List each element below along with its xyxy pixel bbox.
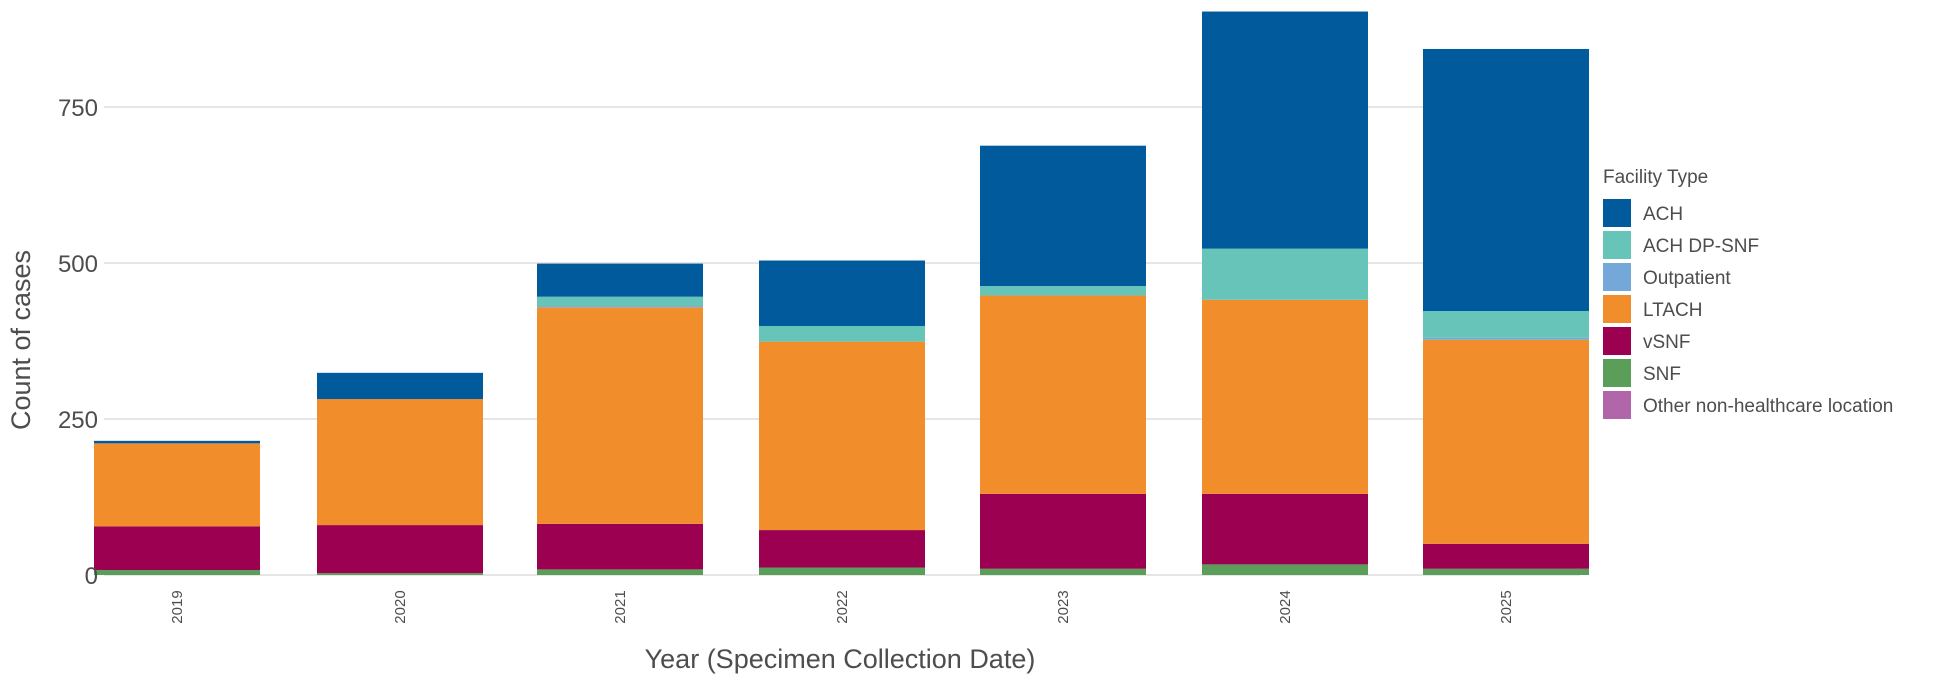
bar-segment-snf-2019 <box>94 570 260 575</box>
bar-segment-vsnf-2024 <box>1202 493 1368 565</box>
legend-label-outpatient: Outpatient <box>1643 268 1731 289</box>
bar-segment-ach-2023 <box>980 145 1146 287</box>
bar-segment-vsnf-2023 <box>980 493 1146 569</box>
bar-segment-ltach-2020 <box>317 399 483 526</box>
bar-segment-snf-2021 <box>537 569 703 575</box>
x-tick-label-2022: 2022 <box>834 590 851 623</box>
y-tick-label: 250 <box>58 407 98 434</box>
x-axis-title: Year (Specimen Collection Date) <box>645 644 1036 674</box>
bar-segment-snf-2024 <box>1202 564 1368 575</box>
x-tick-label-2021: 2021 <box>612 590 629 623</box>
bar-segment-vsnf-2025 <box>1423 543 1589 569</box>
legend-swatch-ach <box>1603 199 1631 227</box>
y-tick-label: 0 <box>85 563 98 590</box>
legend-swatch-outpatient <box>1603 263 1631 291</box>
bar-segment-ach-2020 <box>317 372 483 400</box>
bar-segment-ach-dp-snf-2022 <box>759 326 925 342</box>
legend-label-vsnf: vSNF <box>1643 332 1691 353</box>
y-axis-title: Count of cases <box>6 250 36 430</box>
legend: Facility Type ACH ACH DP-SNF Outpatient LTA… <box>1603 167 1893 419</box>
legend-swatch-vsnf <box>1603 327 1631 355</box>
bar-segment-vsnf-2021 <box>537 523 703 570</box>
bar-segment-ach-2021 <box>537 263 703 297</box>
x-tick-label-2023: 2023 <box>1055 590 1072 623</box>
x-tick-label-2024: 2024 <box>1277 590 1294 623</box>
bar-segment-snf-2023 <box>980 568 1146 575</box>
bar-segment-ach-dp-snf-2021 <box>537 296 703 307</box>
bar-segment-ach-2024 <box>1202 11 1368 249</box>
bar-segment-ltach-2025 <box>1423 339 1589 544</box>
legend-swatch-snf <box>1603 359 1631 387</box>
legend-label-snf: SNF <box>1643 364 1681 385</box>
bar-segment-ach-dp-snf-2024 <box>1202 248 1368 300</box>
legend-label-ltach: LTACH <box>1643 300 1702 321</box>
bar-segment-snf-2020 <box>317 573 483 575</box>
bar-segment-snf-2022 <box>759 567 925 575</box>
x-tick-label-2025: 2025 <box>1498 590 1515 623</box>
legend-title: Facility Type <box>1603 167 1708 188</box>
x-tick-labels: 2019 2020 2021 2022 2023 2024 2025 <box>169 590 1515 623</box>
bar-segment-ach-dp-snf-2025 <box>1423 311 1589 338</box>
bar-segment-ltach-2024 <box>1202 299 1368 494</box>
y-tick-labels: 0 250 500 750 <box>58 95 98 590</box>
bar-segment-snf-2025 <box>1423 568 1589 575</box>
bar-segment-ach-2019 <box>94 440 260 444</box>
bar-segment-ach-dp-snf-2023 <box>980 286 1146 296</box>
x-tick-label-2020: 2020 <box>392 590 409 623</box>
legend-swatch-other-non-healthcare-location <box>1603 391 1631 419</box>
bar-segment-ltach-2021 <box>537 307 703 524</box>
bar-segment-vsnf-2019 <box>94 526 260 571</box>
bar-segment-vsnf-2022 <box>759 530 925 568</box>
y-tick-label: 500 <box>58 251 98 278</box>
bar-segment-outpatient-2025 <box>1423 337 1589 340</box>
legend-label-ach: ACH <box>1643 204 1683 225</box>
bars <box>94 11 1589 575</box>
bar-segment-ach-2022 <box>759 260 925 327</box>
bar-segment-ltach-2019 <box>94 443 260 527</box>
bar-segment-vsnf-2020 <box>317 525 483 574</box>
bar-segment-ltach-2023 <box>980 295 1146 494</box>
bar-segment-outpatient-2021 <box>537 306 703 308</box>
bar-segment-ach-2025 <box>1423 48 1589 312</box>
legend-swatch-ltach <box>1603 295 1631 323</box>
y-tick-label: 750 <box>58 95 98 122</box>
bar-segment-ltach-2022 <box>759 341 925 531</box>
legend-label-ach-dp-snf: ACH DP-SNF <box>1643 236 1759 257</box>
legend-swatch-ach-dp-snf <box>1603 231 1631 259</box>
legend-label-other-non-healthcare-location: Other non-healthcare location <box>1643 396 1893 417</box>
x-tick-label-2019: 2019 <box>169 590 186 623</box>
